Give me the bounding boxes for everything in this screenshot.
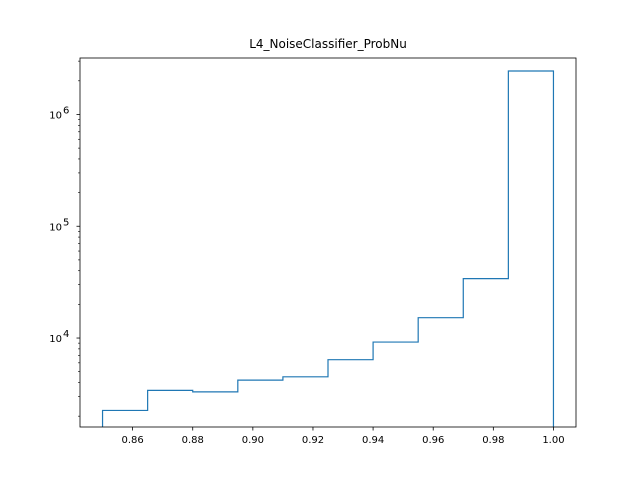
chart-title: L4_NoiseClassifier_ProbNu bbox=[249, 37, 407, 51]
x-tick-label: 0.94 bbox=[362, 435, 384, 446]
x-tick-label: 0.88 bbox=[182, 435, 204, 446]
y-tick-exponent: 4 bbox=[63, 329, 69, 340]
y-tick-label: 10 bbox=[49, 222, 62, 233]
y-tick-label: 10 bbox=[49, 110, 62, 121]
y-tick-exponent: 5 bbox=[63, 217, 69, 228]
axes-frame bbox=[79, 57, 577, 428]
x-tick-label: 0.98 bbox=[482, 435, 504, 446]
histogram-step-line bbox=[101, 70, 555, 427]
y-tick-exponent: 6 bbox=[63, 105, 69, 116]
x-tick-label: 0.96 bbox=[422, 435, 444, 446]
x-tick-label: 0.86 bbox=[121, 435, 143, 446]
y-tick-label: 10 bbox=[49, 334, 62, 345]
x-tick-label: 1.00 bbox=[542, 435, 564, 446]
x-tick-label: 0.90 bbox=[242, 435, 264, 446]
x-tick-label: 0.92 bbox=[302, 435, 324, 446]
